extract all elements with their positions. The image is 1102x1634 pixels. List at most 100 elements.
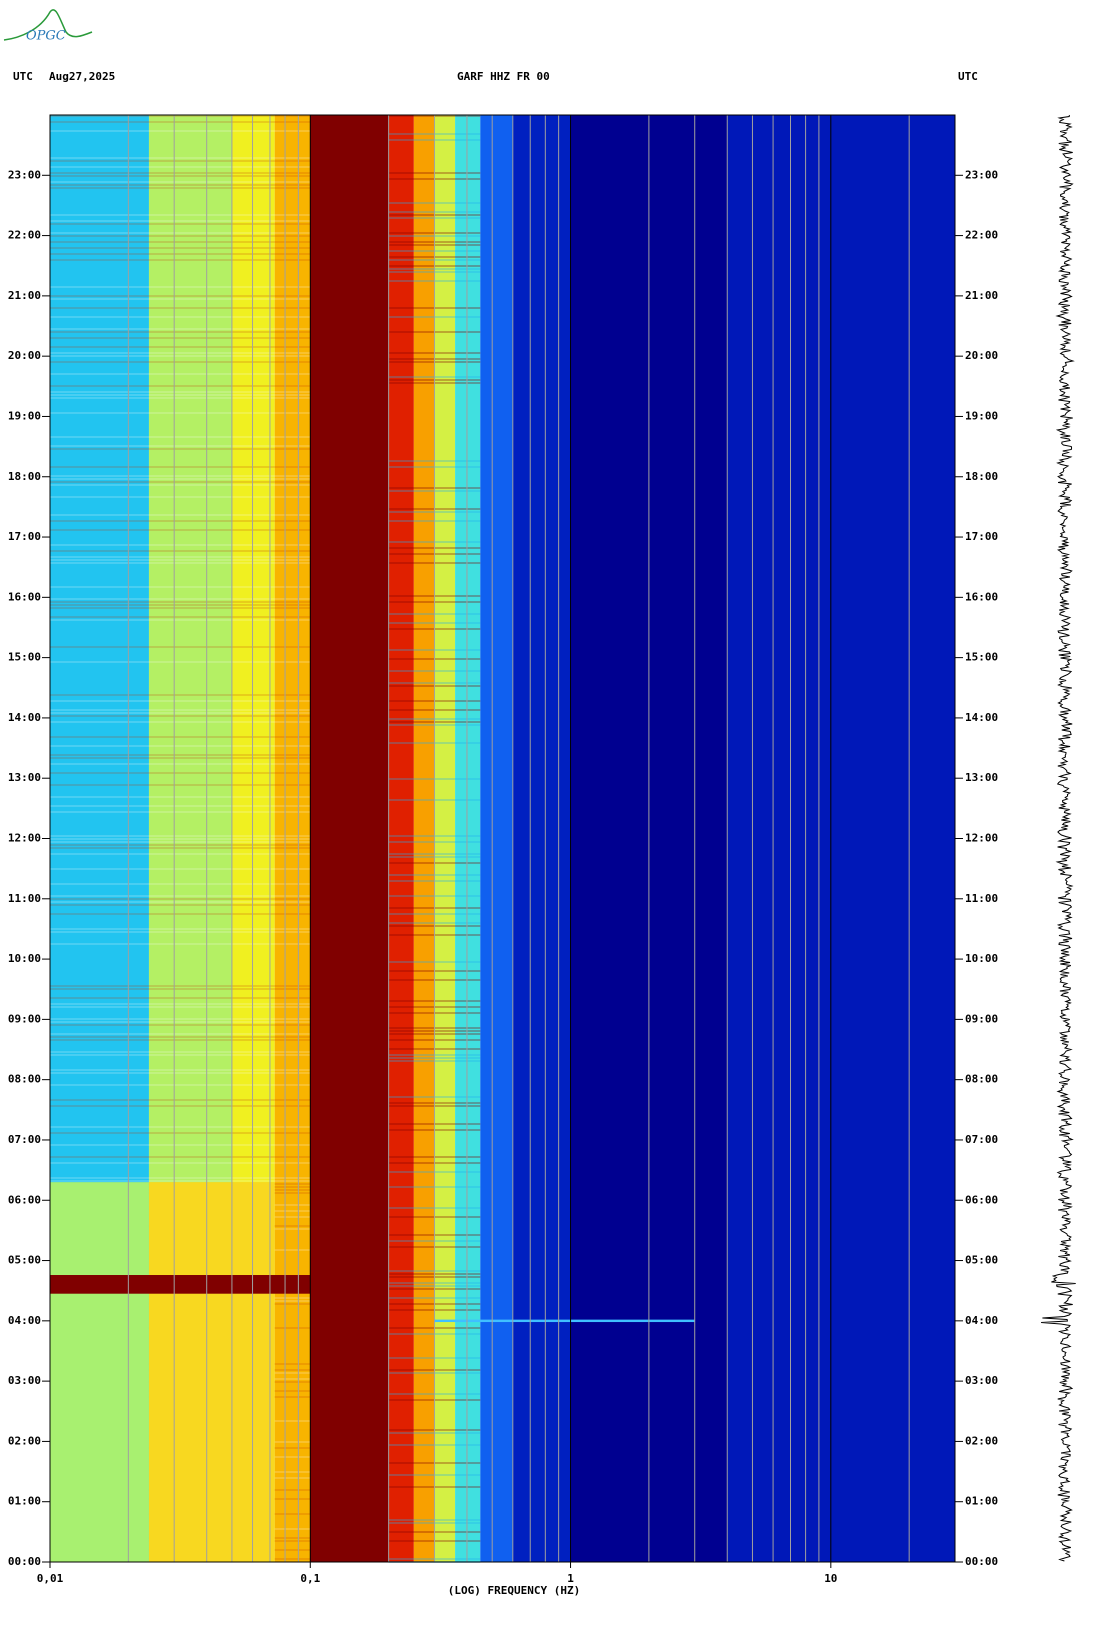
texture-stripe — [50, 1072, 311, 1074]
texture-stripe — [50, 619, 311, 621]
texture-stripe — [50, 544, 311, 546]
texture-stripe — [50, 220, 311, 222]
y-tick-label: 11:00 — [965, 892, 998, 905]
texture-stripe — [50, 700, 311, 702]
y-tick-label: 17:00 — [965, 530, 998, 543]
y-tick-label: 08:00 — [965, 1073, 998, 1086]
y-tick-label: 23:00 — [965, 168, 998, 181]
y-tick-label: 09:00 — [965, 1012, 998, 1025]
texture-stripe — [50, 586, 311, 588]
y-tick-label: 16:00 — [965, 590, 998, 603]
y-tick-label: 02:00 — [8, 1434, 41, 1447]
texture-stripe — [50, 1162, 311, 1164]
texture-stripe — [50, 556, 311, 558]
texture-stripe — [50, 844, 311, 846]
texture-stripe — [50, 616, 311, 618]
texture-stripe — [50, 1033, 311, 1035]
texture-stripe — [50, 1018, 311, 1020]
y-tick-label: 06:00 — [965, 1193, 998, 1206]
texture-stripe — [50, 157, 311, 159]
texture-stripe — [50, 181, 311, 183]
texture-stripe — [50, 913, 311, 915]
texture-stripe — [50, 562, 311, 564]
y-tick-label: 07:00 — [8, 1133, 41, 1146]
texture-stripe — [50, 838, 311, 840]
spectral-event — [50, 1275, 311, 1294]
y-tick-label: 06:00 — [8, 1193, 41, 1206]
y-tick-label: 19:00 — [8, 409, 41, 422]
texture-stripe — [50, 898, 311, 900]
texture-stripe — [50, 796, 311, 798]
texture-stripe — [50, 223, 311, 225]
texture-stripe — [50, 757, 311, 759]
y-tick-label: 18:00 — [8, 470, 41, 483]
texture-stripe — [50, 448, 311, 450]
texture-stripe — [50, 895, 311, 897]
y-tick-label: 10:00 — [8, 952, 41, 965]
texture-stripe — [50, 853, 311, 855]
y-tick-label: 14:00 — [965, 711, 998, 724]
texture-stripe — [50, 1069, 311, 1071]
y-tick-label: 12:00 — [965, 832, 998, 845]
texture-stripe — [50, 988, 311, 990]
texture-stripe — [50, 331, 311, 333]
texture-stripe — [50, 436, 311, 438]
texture-stripe — [50, 1036, 311, 1038]
texture-stripe — [50, 904, 311, 906]
texture-stripe — [50, 184, 311, 186]
texture-stripe — [50, 1024, 311, 1026]
x-axis-label: (LOG) FREQUENCY (HZ) — [448, 1584, 580, 1597]
spectral-event — [434, 1319, 695, 1323]
texture-stripe — [50, 484, 311, 486]
texture-stripe — [50, 496, 311, 498]
y-tick-label: 07:00 — [965, 1133, 998, 1146]
spectral-event — [148, 1182, 275, 1562]
y-tick-label: 22:00 — [8, 229, 41, 242]
y-tick-label: 23:00 — [8, 168, 41, 181]
texture-stripe — [50, 298, 311, 300]
texture-stripe — [50, 745, 311, 747]
y-tick-label: 14:00 — [8, 711, 41, 724]
texture-stripe — [50, 709, 311, 711]
y-tick-label: 17:00 — [8, 530, 41, 543]
texture-stripe — [50, 772, 311, 774]
texture-stripe — [50, 646, 311, 648]
texture-stripe — [50, 160, 311, 162]
texture-stripe — [50, 481, 311, 483]
chart-title: GARF HHZ FR 00 — [457, 70, 550, 83]
texture-stripe — [50, 901, 311, 903]
y-tick-label: 03:00 — [965, 1374, 998, 1387]
spectral-event — [50, 1182, 149, 1562]
date: Aug27,2025 — [49, 70, 115, 83]
texture-stripe — [50, 466, 311, 468]
y-tick-label: 11:00 — [8, 892, 41, 905]
texture-stripe — [50, 520, 311, 522]
texture-stripe — [50, 1156, 311, 1158]
texture-stripe — [50, 514, 311, 516]
seismogram-trace — [1041, 114, 1076, 1562]
spectral-band — [310, 115, 389, 1562]
texture-stripe — [50, 835, 311, 837]
texture-stripe — [50, 241, 311, 243]
texture-stripe — [50, 1126, 311, 1128]
texture-stripe — [50, 997, 311, 999]
texture-stripe — [50, 883, 311, 885]
y-tick-label: 21:00 — [965, 289, 998, 302]
texture-stripe — [50, 1039, 311, 1041]
spectral-band — [434, 115, 456, 1562]
texture-stripe — [50, 391, 311, 393]
y-tick-label: 13:00 — [8, 771, 41, 784]
texture-stripe — [50, 1021, 311, 1023]
texture-stripe — [50, 172, 311, 174]
texture-stripe — [50, 316, 311, 318]
y-tick-label: 15:00 — [8, 651, 41, 664]
spectral-band — [274, 115, 311, 1562]
spectral-band — [388, 115, 414, 1562]
y-tick-label: 00:00 — [8, 1555, 41, 1568]
y-tick-label: 03:00 — [8, 1374, 41, 1387]
texture-stripe — [50, 247, 311, 249]
texture-stripe — [50, 121, 311, 123]
texture-stripe — [50, 1084, 311, 1086]
texture-stripe — [50, 601, 311, 603]
